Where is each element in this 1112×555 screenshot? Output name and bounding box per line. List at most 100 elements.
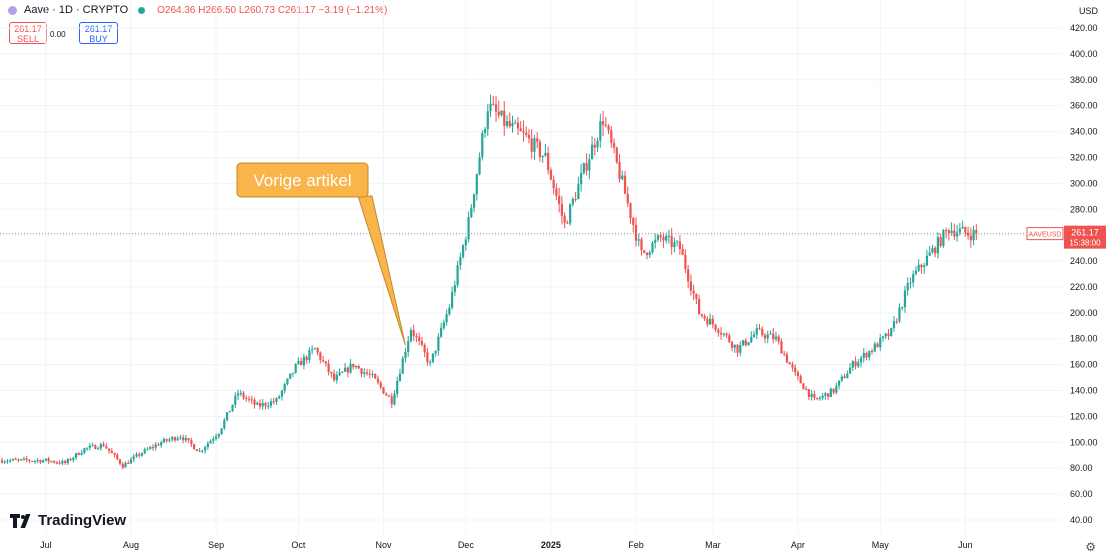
candle-body — [777, 336, 780, 342]
candle-body — [541, 155, 544, 157]
candle-body — [783, 353, 786, 355]
candle-body — [393, 393, 396, 405]
candle-body — [884, 333, 887, 337]
candle-body — [931, 247, 934, 253]
tradingview-logo[interactable]: TradingView — [10, 512, 126, 529]
candle-body — [599, 121, 602, 141]
candle-body — [747, 342, 750, 345]
candle-body — [851, 361, 854, 368]
currency-selector[interactable]: USD — [1078, 6, 1098, 16]
candle-body — [750, 336, 753, 343]
candle-body — [645, 252, 649, 256]
candle-body — [135, 454, 138, 457]
x-tick-label: Aug — [123, 540, 139, 550]
candle-body — [404, 352, 407, 359]
candle-body — [483, 129, 487, 134]
candle-body — [357, 365, 360, 369]
candle-body — [516, 122, 520, 129]
candle-body — [917, 264, 920, 271]
y-tick-label: 220.00 — [1070, 282, 1098, 292]
symbol-title[interactable]: Aave · 1D · CRYPTO — [24, 4, 129, 16]
candle-body — [481, 133, 484, 158]
x-tick-label: Jun — [958, 540, 973, 550]
candle-body — [489, 103, 492, 112]
candle-body — [415, 335, 418, 338]
candle-body — [267, 405, 270, 407]
candle-body — [676, 241, 679, 243]
candle-body — [593, 144, 596, 148]
candle-body — [719, 332, 723, 335]
candle-body — [772, 333, 775, 340]
candle-body — [11, 459, 15, 461]
candle-body — [881, 336, 885, 339]
candle-body — [758, 328, 761, 330]
candle-body — [363, 372, 366, 374]
candle-body — [580, 173, 583, 185]
candle-body — [522, 130, 525, 133]
candle-body — [684, 254, 687, 270]
candle-body — [558, 195, 561, 204]
annotation-box — [236, 162, 369, 198]
candle-body — [555, 188, 558, 196]
candle-body — [198, 450, 201, 452]
candle-body — [365, 372, 369, 374]
candle-body — [464, 239, 467, 246]
y-tick-label: 200.00 — [1070, 308, 1098, 318]
candle-body — [154, 444, 157, 448]
candle-body — [843, 376, 846, 379]
y-tick-label: 360.00 — [1070, 101, 1098, 111]
candle-body — [173, 437, 177, 441]
candle-body — [840, 376, 843, 381]
candle-body — [85, 447, 89, 449]
candle-body — [245, 397, 248, 399]
candle-body — [898, 307, 901, 322]
candle-body — [601, 121, 605, 125]
candle-body — [39, 460, 42, 463]
candle-body — [107, 448, 111, 451]
candle-body — [813, 393, 816, 398]
annotation-pointer — [357, 195, 406, 346]
candle-body — [733, 344, 736, 348]
candle-body — [708, 318, 712, 325]
candle-body — [374, 373, 377, 379]
candle-body — [228, 410, 231, 413]
open-value: O264.36 — [157, 4, 196, 16]
candle-body — [69, 459, 72, 461]
candle-body — [88, 445, 91, 448]
candle-body — [802, 383, 805, 390]
candle-body — [412, 330, 415, 336]
settings-icon[interactable]: ⚙ — [1085, 540, 1096, 554]
candle-body — [116, 454, 119, 460]
candle-body — [217, 434, 220, 437]
candle-body — [879, 338, 882, 348]
candle-body — [343, 367, 347, 372]
candle-body — [61, 461, 64, 464]
candle-body — [187, 438, 190, 441]
candle-body — [42, 460, 45, 463]
candle-body — [105, 446, 108, 449]
candle-body — [769, 333, 772, 335]
x-tick-label: Oct — [291, 540, 306, 550]
candle-body — [821, 395, 824, 399]
x-axis: Jul Aug Sep Oct Nov Dec 2025 Feb Mar Apr May Jun — [40, 540, 972, 550]
candle-body — [763, 335, 767, 339]
candle-body — [659, 235, 662, 238]
candle-body — [514, 122, 517, 124]
candle-body — [475, 174, 478, 195]
candle-body — [99, 444, 102, 449]
candle-body — [451, 292, 454, 308]
candle-body — [335, 375, 338, 381]
market-open-icon — [138, 6, 146, 14]
candle-body — [431, 353, 434, 363]
candle-body — [588, 159, 591, 171]
candle-body — [626, 193, 629, 204]
candle-body — [14, 459, 17, 461]
candle-body — [544, 152, 547, 156]
symbol-tag: AAVEUSD — [1029, 232, 1062, 239]
candle-body — [294, 363, 297, 373]
candle-body — [854, 361, 857, 367]
x-tick-label: Mar — [705, 540, 721, 550]
candle-body — [692, 290, 695, 294]
